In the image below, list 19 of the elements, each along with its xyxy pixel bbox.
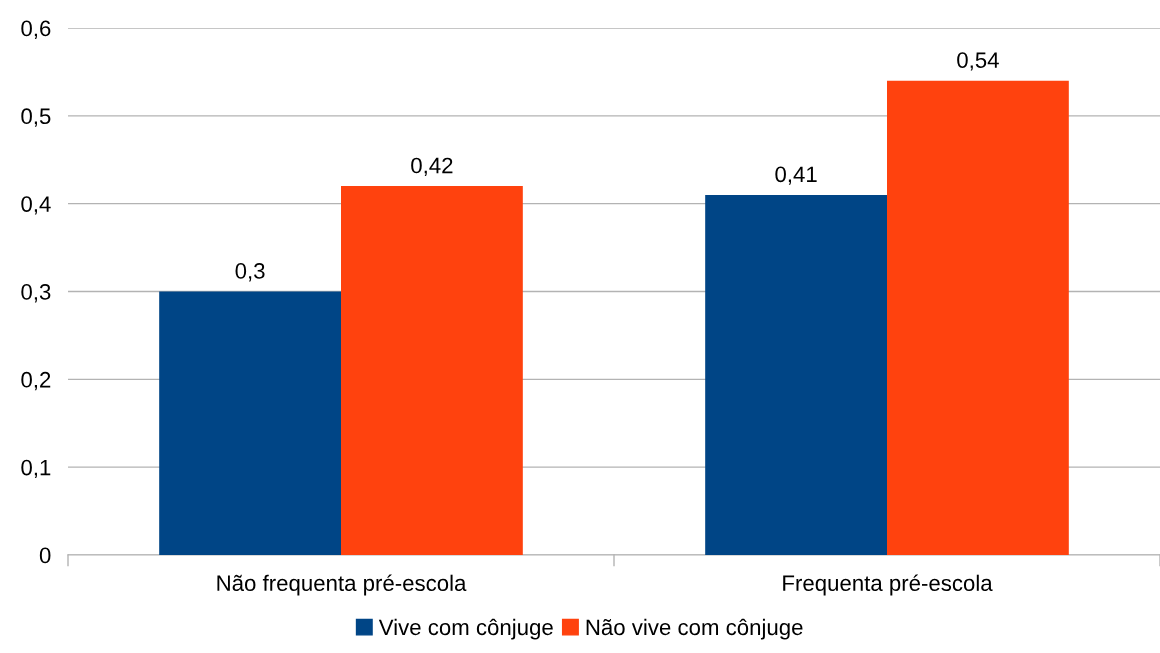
x-tick-label: Não frequenta pré-escola [217,574,467,596]
data-label: 0,41 [775,166,817,185]
data-label: 0,42 [411,157,453,176]
bar [159,291,341,555]
bar [705,194,887,555]
y-tick-label: 0 [39,547,51,564]
bar [887,80,1069,555]
y-tick-label: 0,1 [21,459,51,479]
y-tick-label: 0,3 [21,284,51,303]
y-tick-label: 0,5 [21,108,51,127]
legend-label: Vive com cônjuge [378,618,553,640]
y-tick-label: 0,4 [21,196,51,215]
data-label: 0,3 [235,263,265,282]
legend-label: Não vive com cônjuge [586,618,803,640]
x-tick-label: Frequenta pré-escola [783,574,993,596]
y-tick-label: 0,6 [21,20,51,39]
bar [341,186,523,555]
data-label: 0,54 [957,52,999,71]
y-tick-label: 0,2 [21,371,51,391]
